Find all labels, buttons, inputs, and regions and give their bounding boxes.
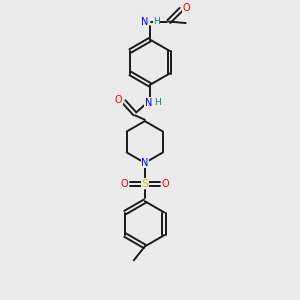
Text: O: O (121, 179, 128, 189)
Text: O: O (182, 3, 190, 13)
Text: N: N (141, 158, 148, 168)
Text: N: N (145, 98, 152, 108)
Text: H: H (153, 17, 160, 26)
Text: H: H (154, 98, 160, 107)
Text: O: O (115, 95, 122, 105)
Text: O: O (161, 179, 169, 189)
Text: N: N (141, 16, 149, 27)
Text: S: S (141, 179, 148, 189)
